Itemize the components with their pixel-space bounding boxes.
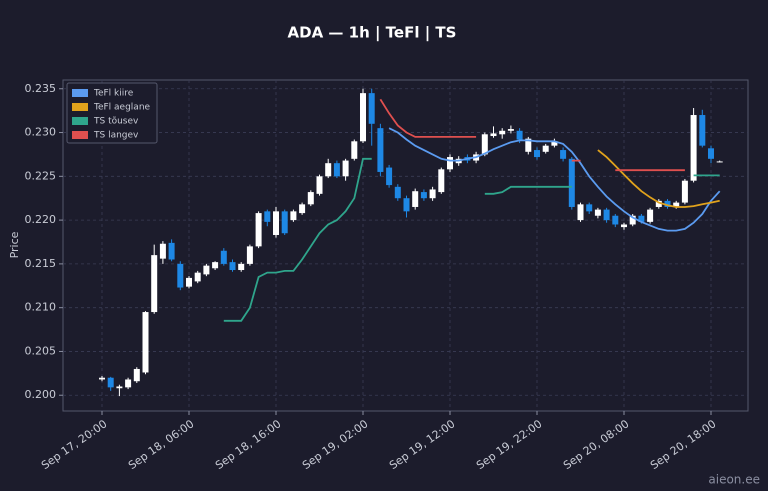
candle-body [594, 209, 601, 216]
candle-body [107, 377, 114, 388]
y-tick-label: 0.230 [25, 126, 57, 139]
legend-label: TS langev [93, 131, 139, 141]
candle-body [299, 204, 306, 214]
candle-body [612, 215, 619, 225]
candle-body [168, 242, 175, 260]
y-tick-label: 0.205 [25, 344, 57, 357]
candle-body [220, 250, 227, 264]
overlay-line [597, 149, 720, 208]
candle-body [281, 211, 288, 234]
candle-body [603, 209, 610, 221]
y-axis-label: Price [8, 231, 21, 258]
candle-body [534, 150, 540, 158]
candle-body [133, 368, 140, 382]
chart-title: ADA — 1h | TeFl | TS [288, 24, 457, 43]
legend-label: TS tõusev [93, 117, 139, 127]
y-tick-label: 0.210 [25, 301, 57, 314]
legend-swatch [72, 89, 88, 97]
legend-swatch [72, 131, 88, 139]
candle-body [516, 130, 523, 140]
y-tick-label: 0.220 [25, 213, 57, 226]
candle-body [255, 213, 262, 247]
candle-body [412, 191, 419, 207]
candle-body [142, 312, 149, 373]
overlay-line [379, 98, 685, 172]
candle-body [394, 186, 401, 199]
candle-body [551, 141, 558, 146]
candle-body [203, 265, 210, 275]
candle-body [386, 167, 393, 186]
candle-body [186, 277, 192, 287]
candle-body [499, 130, 506, 135]
candle-body [708, 148, 714, 159]
y-tick-label: 0.200 [25, 388, 57, 401]
candle-body [151, 255, 158, 313]
legend-label: TeFl kiire [93, 89, 134, 99]
candle-body [429, 189, 436, 199]
candle-body [629, 215, 636, 225]
candle-body [681, 180, 688, 203]
candle-body [568, 158, 575, 207]
candle-body [125, 379, 132, 388]
candle-body [342, 160, 349, 177]
candle-body [99, 377, 105, 380]
candle-body [690, 115, 697, 181]
y-tick-label: 0.225 [25, 169, 57, 182]
overlay-line [388, 127, 721, 232]
overlay-line [223, 157, 720, 322]
legend-label: TeFl aeglane [93, 103, 151, 113]
candle-body [647, 209, 654, 222]
candle-body [116, 386, 123, 389]
candle-body [438, 169, 445, 193]
candle-body [586, 204, 593, 212]
candle-body [177, 263, 184, 288]
watermark: aieon.ee [708, 473, 760, 487]
candle-body [560, 150, 567, 159]
candle-body [351, 141, 358, 159]
candle-body [420, 192, 427, 199]
candle-body [699, 115, 706, 146]
candle-body [246, 246, 253, 264]
candle-body [542, 145, 549, 152]
candle-body [273, 211, 279, 235]
candle-body [403, 198, 410, 212]
candle-body [360, 93, 366, 142]
candle-body [655, 200, 662, 207]
candle-body [238, 263, 245, 271]
candle-body [264, 211, 271, 222]
candle-body [307, 192, 314, 205]
candle-body [212, 262, 219, 269]
legend: TeFl kiire TeFl aeglane TS tõusev TS langev [66, 82, 158, 144]
candle-body [490, 133, 497, 137]
legend-box [66, 82, 158, 144]
candle-body [507, 129, 514, 131]
candle-body [333, 163, 340, 177]
candle-body [316, 176, 323, 194]
candle-body [368, 93, 375, 124]
candle-body [159, 243, 166, 259]
candle-body [229, 262, 236, 271]
candle-body [481, 134, 488, 155]
candle-body [447, 157, 453, 170]
candle-body [325, 163, 332, 177]
legend-swatch [72, 117, 88, 125]
legend-swatch [72, 103, 88, 111]
y-tick-label: 0.235 [25, 82, 57, 95]
candle-body [290, 211, 297, 221]
candle-body [664, 200, 671, 207]
candle-body [638, 215, 645, 222]
y-tick-label: 0.215 [25, 257, 57, 270]
plot-area [62, 79, 749, 412]
candle-body [577, 204, 584, 221]
candle-body [194, 272, 201, 282]
candle-body [377, 128, 384, 172]
candle-body [716, 161, 723, 163]
candle-body [525, 138, 532, 152]
candle-body [621, 224, 627, 228]
candle-body [673, 202, 680, 207]
